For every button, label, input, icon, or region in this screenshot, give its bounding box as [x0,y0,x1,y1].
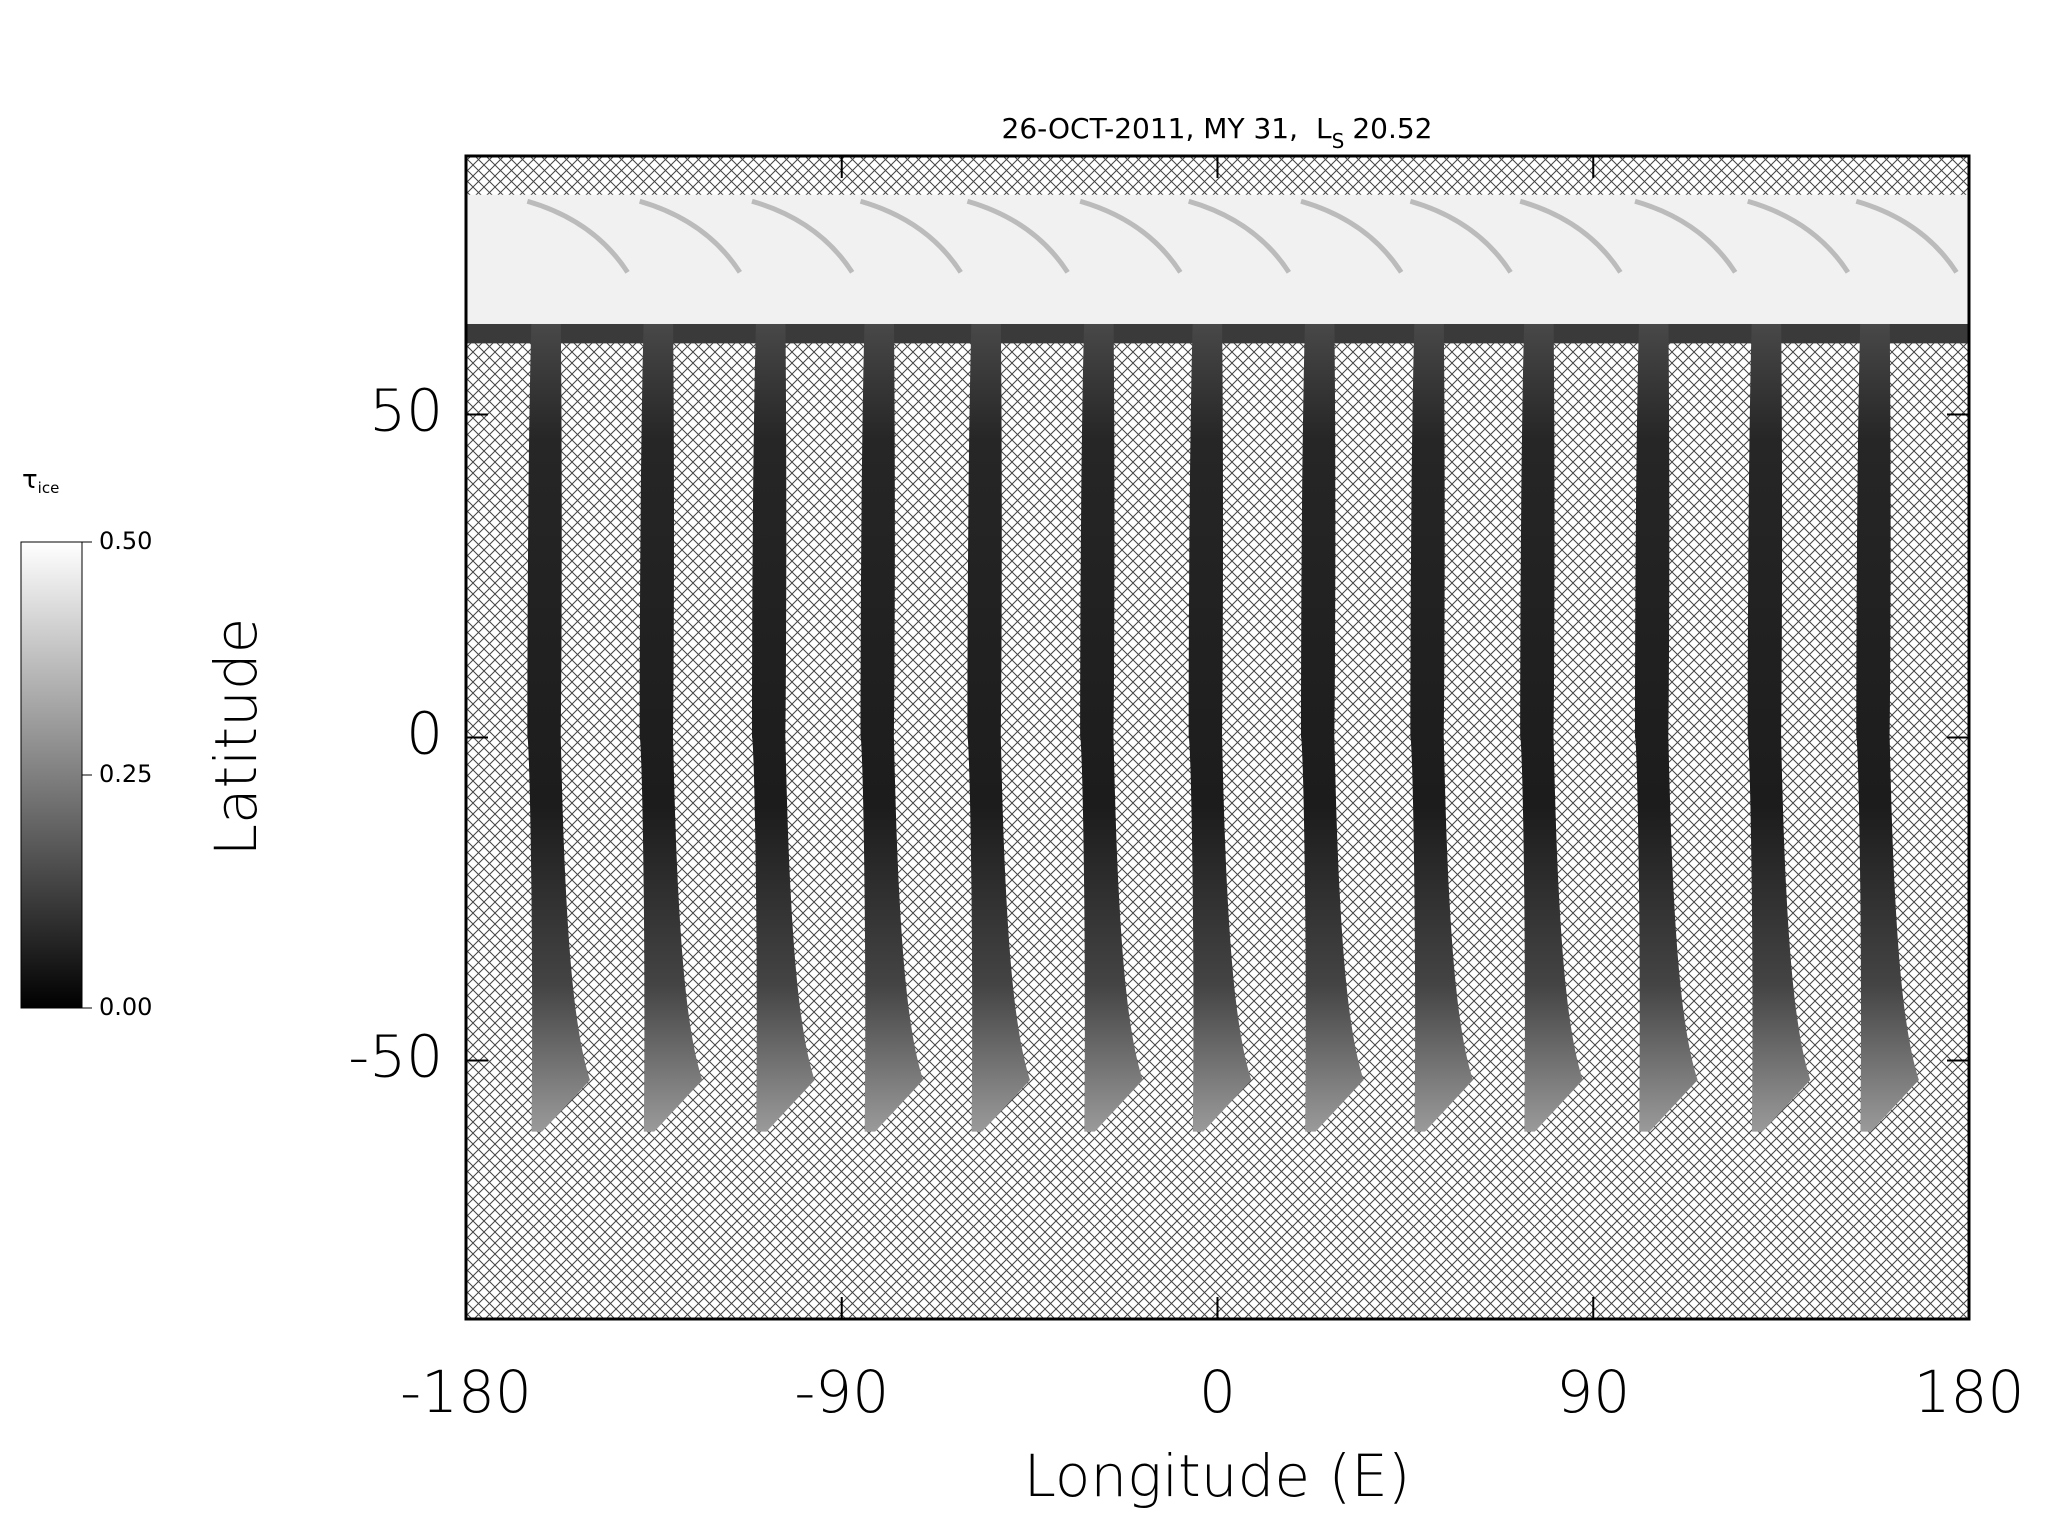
cap-streak [1519,198,1623,274]
cap-streak [966,198,1070,274]
colorbar-label-symbol: τ [22,465,38,495]
cap-streak [638,198,742,274]
cap-streak [1300,198,1404,274]
swath [1301,317,1364,1132]
cap-streak [859,198,963,274]
colorbar-tick-label: 0.50 [99,527,152,555]
y-tick-label: 0 [406,700,443,768]
chart-title: 26-OCT-2011, MY 31, LS 20.52 [1002,112,1433,153]
swath [1856,317,1919,1132]
colorbar-tick-label: 0.00 [99,993,152,1021]
y-tick-label: -50 [348,1023,443,1091]
swath [967,317,1031,1132]
swath [860,317,924,1132]
swath [1635,317,1698,1132]
swath [1080,317,1143,1132]
x-tick-label: 90 [1556,1358,1630,1426]
colorbar [20,541,83,1009]
x-tick-label: 0 [1199,1358,1236,1426]
x-axis-label: Longitude (E) [1024,1442,1411,1510]
ls-value: 20.52 [1352,112,1432,145]
cap-streak [1079,198,1183,274]
x-tick-label: -180 [400,1358,532,1426]
cap-streak [1855,198,1959,274]
swath [751,317,815,1132]
swath [1747,317,1811,1132]
cap-streak [1187,198,1291,274]
colorbar-label-subscript: ice [38,479,60,497]
ls-subscript: S [1332,129,1345,153]
x-tick-label: 180 [1914,1358,2025,1426]
colorbar-tick-label: 0.25 [99,760,152,788]
ls-label: L [1316,112,1332,145]
swath [527,317,590,1132]
cap-streak [1634,198,1738,274]
swath [1520,317,1583,1132]
title-text: 26-OCT-2011, MY 31, [1002,112,1299,145]
cap-streak [1747,198,1851,274]
swath [639,317,703,1132]
y-tick-label: 50 [369,376,443,444]
polar-cap [466,194,1969,324]
y-axis-label: Latitude [202,618,270,857]
cap-streak [526,198,630,274]
x-tick-label: -90 [794,1358,889,1426]
plot-area [466,156,1969,1319]
swath [1410,317,1474,1132]
swath [1188,317,1252,1132]
cap-streak [1409,198,1513,274]
colorbar-label: τice [22,465,59,497]
cap-streak [751,198,855,274]
